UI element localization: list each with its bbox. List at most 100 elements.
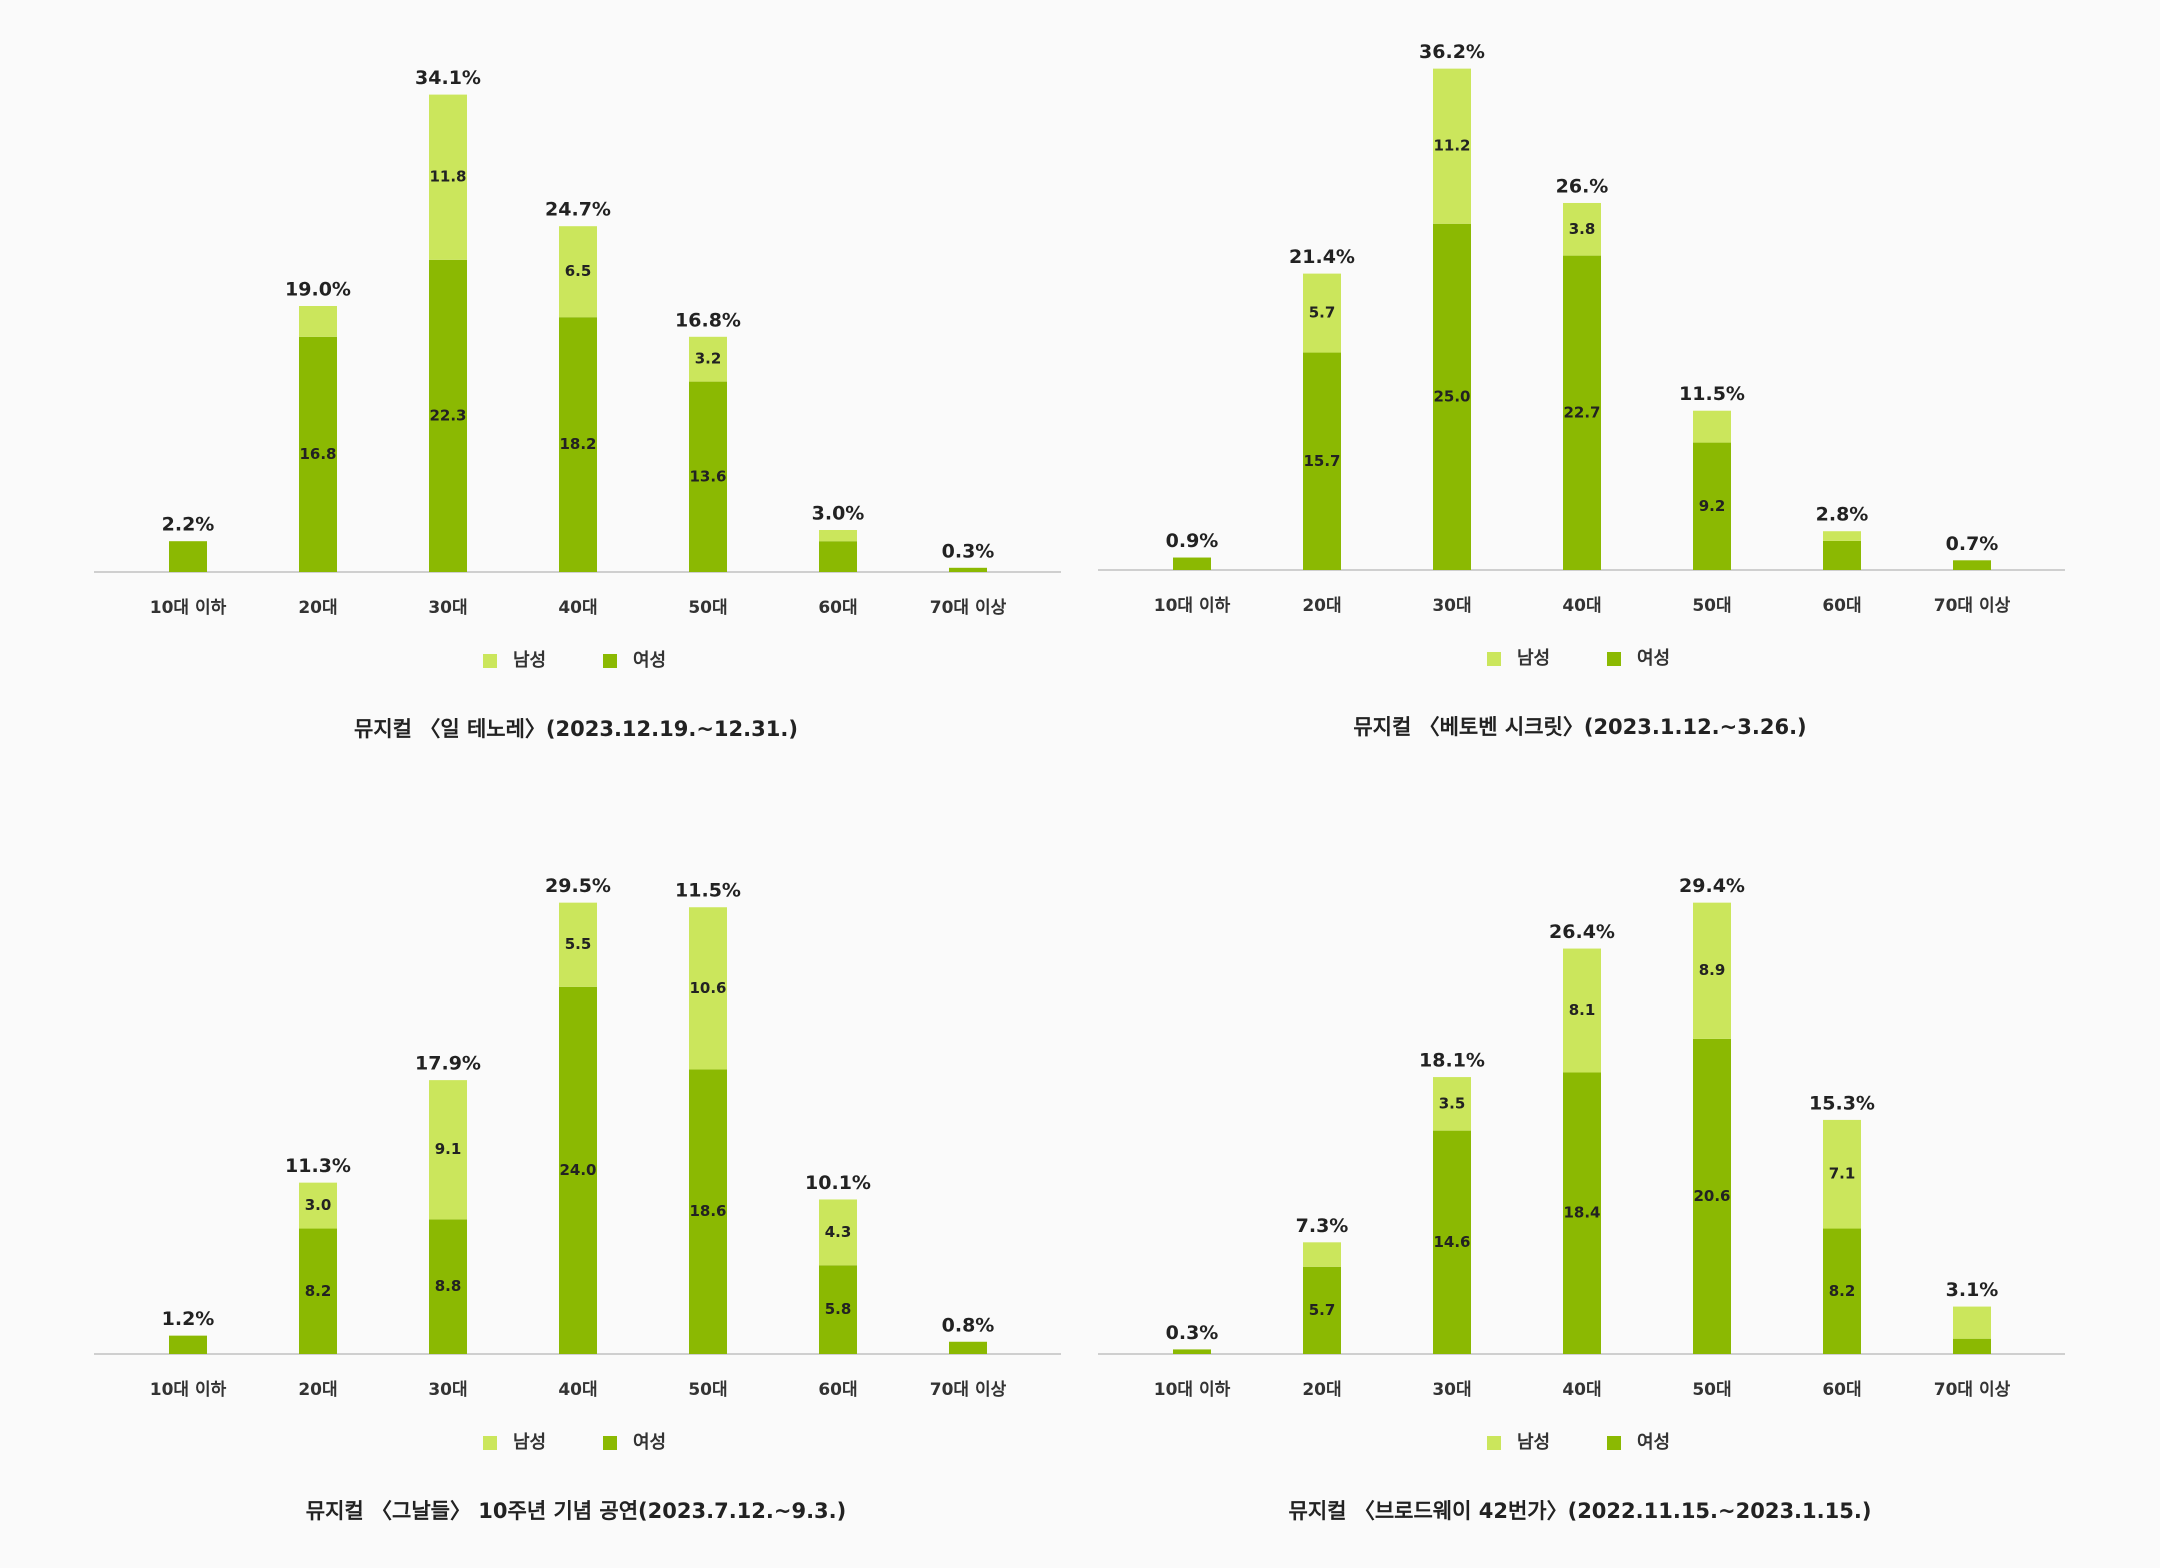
bar-segment [689, 381, 727, 572]
segment-label: 18.2 [559, 435, 596, 453]
total-label: 29.4% [1679, 875, 1745, 897]
x-tick-label: 20대 [1302, 596, 1341, 616]
total-label: 15.3% [1809, 1092, 1875, 1114]
legend-swatch [1487, 652, 1501, 666]
total-label: 26.4% [1549, 921, 1615, 943]
segment-label: 25.0 [1433, 387, 1470, 405]
bar-segment [819, 1265, 857, 1354]
bar-segment [1563, 948, 1601, 1073]
total-label: 29.5% [545, 875, 611, 897]
bar-segment [949, 567, 987, 572]
segment-label: 15.7 [1303, 452, 1340, 470]
bar-segment [689, 907, 727, 1070]
x-tick-label: 40대 [558, 1380, 597, 1400]
segment-label: 16.8 [299, 445, 336, 463]
bar-segment [429, 1219, 467, 1354]
segment-label: 13.6 [689, 467, 726, 485]
bar-segment [689, 336, 727, 382]
bar-segment [1433, 68, 1471, 224]
bar-segment [429, 1080, 467, 1220]
total-label: 19.0% [285, 279, 351, 301]
bar-segment [1173, 1349, 1211, 1354]
bar-segment [1303, 1266, 1341, 1354]
bar-segment [819, 541, 857, 572]
bar-segment [1823, 540, 1861, 570]
total-label: 0.3% [942, 540, 995, 562]
bar-segment [1953, 1338, 1991, 1354]
legend-label: 여성 [633, 1432, 666, 1453]
segment-label: 9.2 [1699, 497, 1726, 515]
bar-segment [1433, 1130, 1471, 1354]
legend-label: 남성 [1517, 648, 1550, 669]
total-label: 21.4% [1289, 246, 1355, 268]
legend-swatch [603, 654, 617, 668]
total-label: 11.5% [1679, 383, 1745, 405]
bar-segment [819, 1199, 857, 1266]
segment-label: 8.2 [1829, 1282, 1856, 1300]
x-tick-label: 60대 [1822, 596, 1861, 616]
segment-label: 20.6 [1693, 1187, 1730, 1205]
chart-title: 뮤지컬 〈베토벤 시크릿〉(2023.1.12.~3.26.) [1353, 715, 1806, 739]
x-tick-label: 40대 [558, 598, 597, 618]
segment-label: 8.2 [305, 1282, 332, 1300]
chart-title: 뮤지컬 〈일 테노레〉(2023.12.19.~12.31.) [354, 717, 798, 741]
segment-label: 9.1 [435, 1140, 462, 1158]
bar-segment [299, 1182, 337, 1229]
bar-segment [1693, 902, 1731, 1039]
x-tick-label: 50대 [688, 598, 727, 618]
bar-segment [949, 1341, 987, 1354]
bar-segment [1303, 352, 1341, 570]
total-label: 2.2% [162, 514, 215, 536]
bar-segment [559, 902, 597, 987]
segment-label: 6.5 [565, 262, 592, 280]
bar-segment [1953, 560, 1991, 570]
bar-segment [1303, 273, 1341, 353]
x-tick-label: 70대 이상 [930, 598, 1007, 618]
bar-segment [559, 317, 597, 572]
segment-label: 24.0 [559, 1161, 596, 1179]
bar-segment [1563, 202, 1601, 256]
bar-segment [1693, 410, 1731, 443]
bar-segment [1433, 1077, 1471, 1131]
segment-label: 11.8 [429, 168, 466, 186]
total-label: 17.9% [415, 1053, 481, 1075]
legend-swatch [483, 654, 497, 668]
segment-label: 4.3 [825, 1223, 852, 1241]
total-label: 0.7% [1946, 533, 1999, 555]
segment-label: 10.6 [689, 979, 726, 997]
segment-label: 18.4 [1563, 1204, 1600, 1222]
bar-segment [429, 94, 467, 260]
total-label: 11.5% [675, 880, 741, 902]
segment-label: 11.2 [1433, 137, 1470, 155]
segment-label: 5.7 [1309, 304, 1336, 322]
segment-label: 18.6 [689, 1202, 726, 1220]
segment-label: 22.7 [1563, 403, 1600, 421]
bar-segment [1433, 223, 1471, 570]
total-label: 0.3% [1166, 1322, 1219, 1344]
total-label: 10.1% [805, 1172, 871, 1194]
x-tick-label: 30대 [428, 598, 467, 618]
bar-segment [429, 259, 467, 572]
legend-label: 여성 [633, 650, 666, 671]
total-label: 11.3% [285, 1155, 351, 1177]
bar-segment [299, 1228, 337, 1354]
x-tick-label: 30대 [1432, 596, 1471, 616]
bar-segment [1173, 557, 1211, 570]
x-tick-label: 20대 [298, 1380, 337, 1400]
x-tick-label: 60대 [818, 598, 857, 618]
legend-swatch [483, 1436, 497, 1450]
bar-segment [1823, 1228, 1861, 1354]
x-tick-label: 20대 [298, 598, 337, 618]
x-tick-label: 50대 [688, 1380, 727, 1400]
segment-label: 3.2 [695, 350, 722, 368]
chart-title: 뮤지컬 〈그날들〉 10주년 기념 공연(2023.7.12.~9.3.) [306, 1499, 847, 1523]
legend-label: 남성 [513, 1432, 546, 1453]
x-tick-label: 10대 이하 [150, 1380, 227, 1400]
x-tick-label: 40대 [1562, 596, 1601, 616]
segment-label: 14.6 [1433, 1233, 1470, 1251]
bar-segment [819, 530, 857, 542]
x-tick-label: 50대 [1692, 596, 1731, 616]
total-label: 24.7% [545, 199, 611, 221]
total-label: 7.3% [1296, 1215, 1349, 1237]
